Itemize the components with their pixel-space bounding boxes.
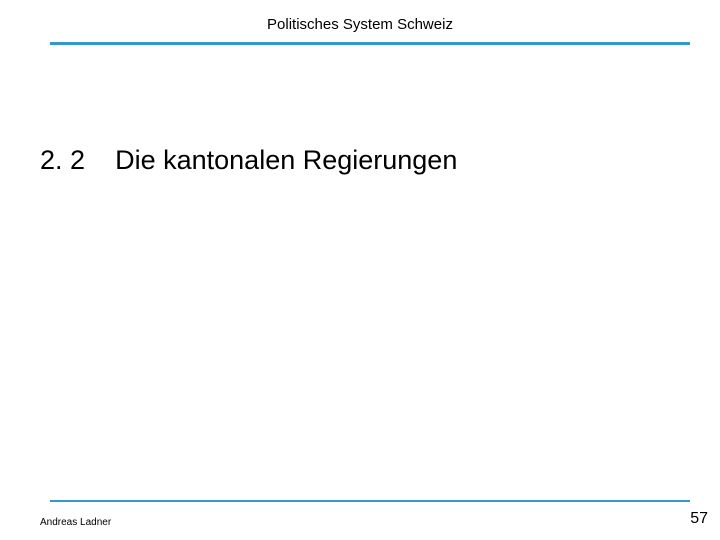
section-title: Die kantonalen Regierungen	[115, 145, 457, 175]
footer-author-text: Andreas Ladner	[40, 517, 111, 528]
header-title-text: Politisches System Schweiz	[267, 16, 453, 33]
page-number-text: 57	[690, 510, 708, 527]
header-title: Politisches System Schweiz	[0, 16, 720, 33]
footer-divider	[50, 500, 690, 502]
section-number: 2. 2	[40, 145, 85, 175]
section-heading: 2. 2 Die kantonalen Regierungen	[40, 145, 457, 176]
page-number: 57	[690, 510, 708, 528]
footer-author: Andreas Ladner	[40, 517, 111, 528]
header-divider	[50, 42, 690, 45]
